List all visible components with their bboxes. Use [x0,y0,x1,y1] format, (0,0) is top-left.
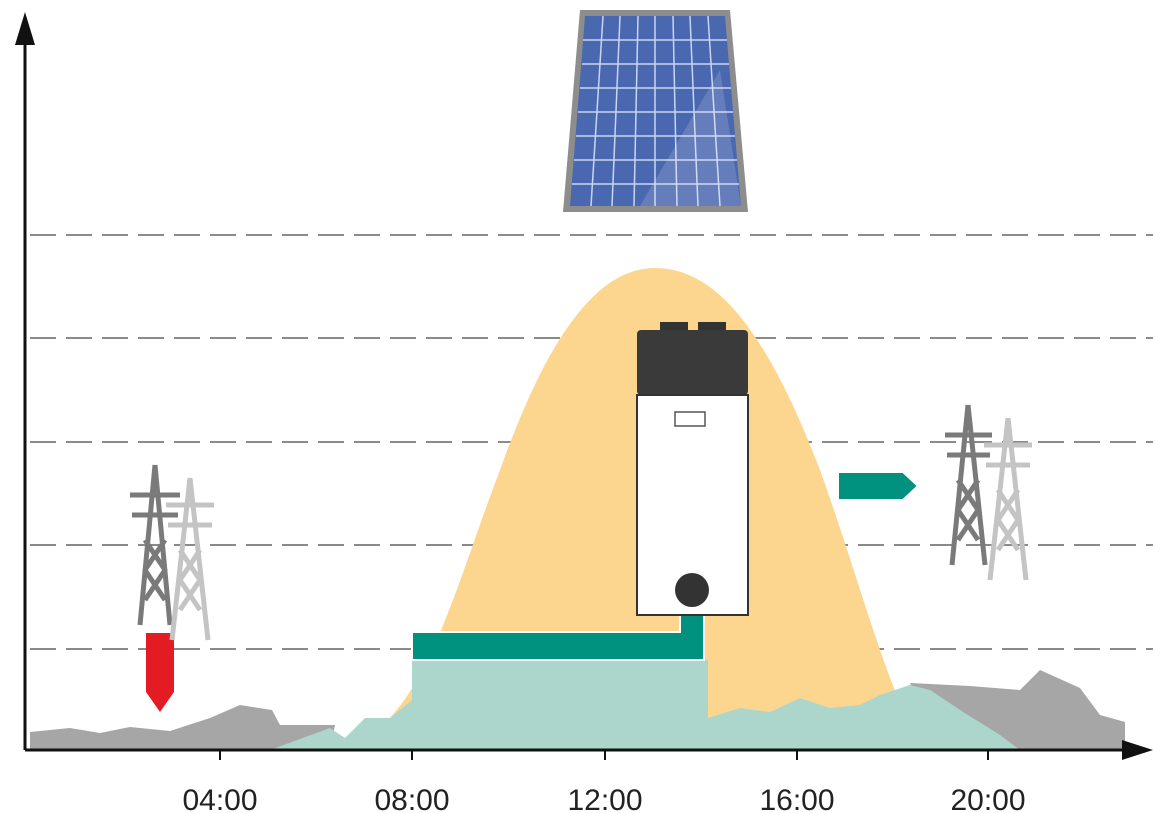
self-consumption [270,660,1020,750]
x-tick-label: 08:00 [374,784,449,813]
solar-panel [563,10,748,212]
y-axis-arrow [15,12,35,45]
x-tick-label: 12:00 [567,784,642,813]
x-axis-arrow [1122,740,1153,760]
x-tick-label: 16:00 [759,784,834,813]
heat-pump [636,322,749,616]
consumption-left [30,705,335,750]
grid-export-arrow [837,471,920,501]
x-tick-label: 20:00 [950,784,1025,813]
grid-import-arrow [146,633,174,712]
x-tick-label: 04:00 [182,784,257,813]
axes: 04:00 08:00 12:00 16:00 20:00 [15,12,1153,813]
pylons-left [130,464,214,641]
solar-production [330,268,935,750]
pylons-right [945,404,1032,581]
